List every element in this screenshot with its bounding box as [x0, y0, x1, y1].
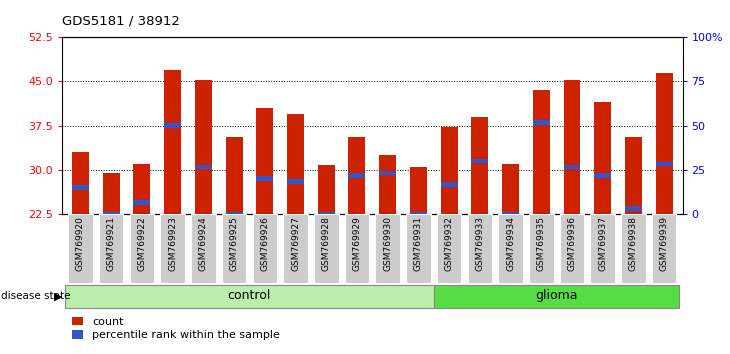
Text: ▶: ▶: [54, 291, 63, 302]
Bar: [256, 176, 273, 181]
Bar: [72, 185, 89, 190]
Bar: [134, 164, 150, 214]
Bar: [437, 214, 461, 283]
Bar: [226, 212, 242, 217]
Bar: [434, 285, 680, 308]
Bar: [594, 102, 611, 214]
Bar: [195, 165, 212, 169]
Bar: [130, 214, 154, 283]
Text: GSM769934: GSM769934: [506, 216, 515, 271]
Bar: [502, 164, 519, 214]
Text: GSM769922: GSM769922: [137, 216, 147, 271]
Bar: [65, 285, 434, 308]
Bar: [502, 212, 519, 217]
Bar: [161, 214, 185, 283]
Bar: [99, 214, 123, 283]
Bar: [560, 214, 584, 283]
Bar: [379, 171, 396, 175]
Bar: [529, 214, 553, 283]
Text: GSM769921: GSM769921: [107, 216, 115, 271]
Bar: [222, 214, 246, 283]
Bar: [348, 137, 366, 214]
Bar: [256, 108, 273, 214]
Bar: [564, 165, 580, 169]
Bar: [318, 165, 334, 214]
Bar: [287, 179, 304, 184]
Bar: [656, 162, 672, 166]
Bar: [467, 214, 492, 283]
Bar: [103, 173, 120, 214]
Bar: [499, 214, 523, 283]
Bar: [375, 214, 400, 283]
Bar: [621, 214, 646, 283]
Bar: [656, 73, 672, 214]
Text: GSM769924: GSM769924: [199, 216, 208, 271]
Text: GSM769932: GSM769932: [445, 216, 453, 271]
Bar: [564, 80, 580, 214]
Text: GSM769930: GSM769930: [383, 216, 392, 271]
Bar: [533, 120, 550, 125]
Bar: [191, 214, 215, 283]
Bar: [441, 127, 458, 214]
Bar: [410, 167, 427, 214]
Bar: [314, 214, 339, 283]
Bar: [283, 214, 308, 283]
Bar: [226, 137, 242, 214]
Bar: [652, 214, 677, 283]
Text: GSM769923: GSM769923: [168, 216, 177, 271]
Bar: [68, 214, 93, 283]
Text: GSM769939: GSM769939: [660, 216, 669, 271]
Bar: [287, 114, 304, 214]
Bar: [379, 155, 396, 214]
Text: GDS5181 / 38912: GDS5181 / 38912: [62, 14, 180, 27]
Bar: [472, 159, 488, 164]
Bar: [594, 173, 611, 178]
Bar: [318, 212, 334, 217]
Text: GSM769937: GSM769937: [598, 216, 607, 271]
Text: GSM769929: GSM769929: [353, 216, 361, 271]
Bar: [410, 212, 427, 217]
Text: GSM769933: GSM769933: [475, 216, 484, 271]
Bar: [164, 70, 181, 214]
Bar: [472, 117, 488, 214]
Legend: count, percentile rank within the sample: count, percentile rank within the sample: [68, 313, 285, 345]
Bar: [441, 182, 458, 187]
Bar: [253, 214, 277, 283]
Bar: [406, 214, 431, 283]
Text: disease state: disease state: [1, 291, 70, 302]
Text: GSM769920: GSM769920: [76, 216, 85, 271]
Bar: [625, 137, 642, 214]
Text: GSM769927: GSM769927: [291, 216, 300, 271]
Bar: [103, 212, 120, 217]
Bar: [591, 214, 615, 283]
Bar: [348, 173, 366, 178]
Text: GSM769931: GSM769931: [414, 216, 423, 271]
Text: GSM769936: GSM769936: [567, 216, 577, 271]
Bar: [195, 80, 212, 214]
Bar: [134, 200, 150, 205]
Bar: [72, 152, 89, 214]
Text: GSM769935: GSM769935: [537, 216, 546, 271]
Bar: [533, 90, 550, 214]
Bar: [625, 206, 642, 211]
Bar: [345, 214, 369, 283]
Text: GSM769926: GSM769926: [261, 216, 269, 271]
Bar: [164, 123, 181, 128]
Text: GSM769938: GSM769938: [629, 216, 638, 271]
Text: GSM769928: GSM769928: [322, 216, 331, 271]
Text: GSM769925: GSM769925: [229, 216, 239, 271]
Text: glioma: glioma: [535, 290, 578, 302]
Text: control: control: [228, 290, 271, 302]
